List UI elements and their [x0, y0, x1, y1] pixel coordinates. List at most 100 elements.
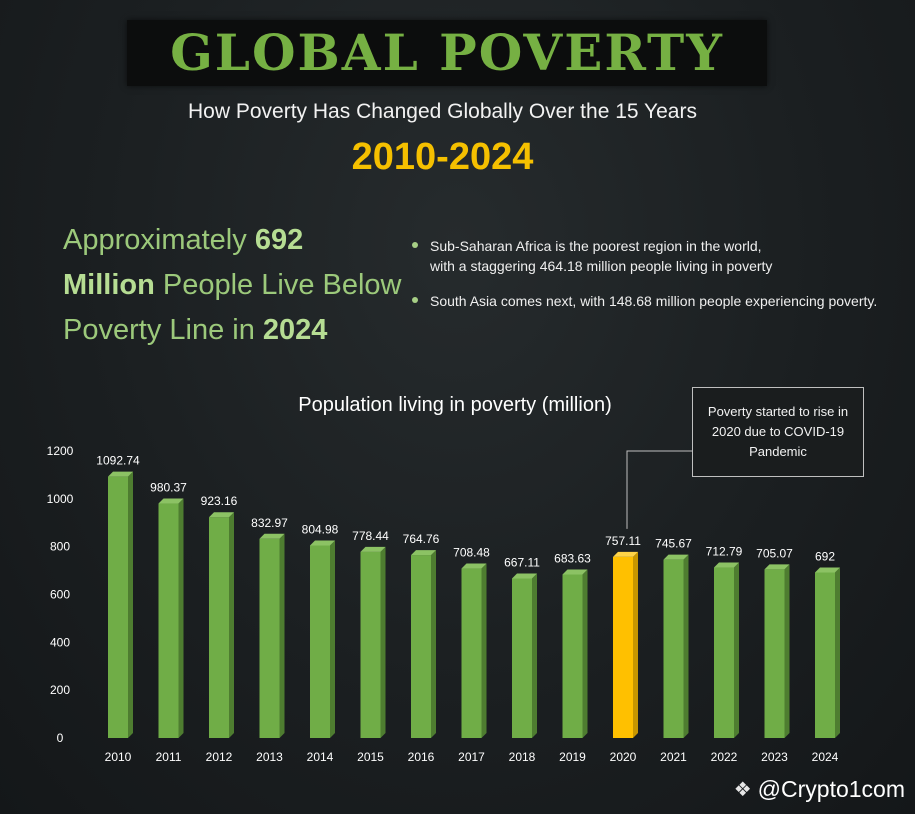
- data-label: 923.16: [201, 494, 238, 508]
- data-label: 745.67: [655, 537, 692, 551]
- y-tick-label: 1200: [47, 444, 74, 458]
- bar-top: [209, 512, 234, 518]
- x-tick-label: 2024: [812, 750, 839, 764]
- year-range: 2010-2024: [351, 136, 534, 178]
- headline-part2: Million: [63, 269, 155, 301]
- callout-leader-line: [626, 450, 692, 529]
- bar-top: [461, 563, 487, 569]
- bullet-dot-icon: [412, 242, 418, 248]
- data-label: 692: [815, 549, 835, 563]
- facts-list: Sub-Saharan Africa is the poorest region…: [408, 236, 888, 326]
- bar-side: [532, 573, 537, 738]
- data-label: 832.97: [251, 516, 288, 530]
- bar-2017: [461, 563, 487, 738]
- bar-2021: [663, 554, 689, 738]
- bar-front: [411, 555, 431, 738]
- bar-top: [360, 546, 386, 552]
- y-tick-label: 1000: [47, 492, 74, 506]
- bar-2024: [815, 567, 840, 738]
- bar-side: [734, 562, 739, 738]
- bar-side: [178, 498, 184, 738]
- headline-number: 692: [254, 224, 304, 256]
- bar-2011: [158, 498, 184, 738]
- x-tick-label: 2013: [256, 750, 283, 764]
- bar-top: [714, 562, 739, 568]
- data-label: 705.07: [756, 546, 793, 560]
- bar-2015: [360, 546, 386, 738]
- bar-side: [582, 569, 588, 738]
- y-tick-label: 600: [50, 588, 70, 602]
- x-tick-label: 2014: [307, 750, 334, 764]
- headline-part3: People Live Below Poverty Line in: [63, 269, 402, 346]
- bar-front: [259, 538, 280, 738]
- watermark-text: @Crypto1com: [757, 776, 905, 802]
- bar-2023: [764, 564, 790, 738]
- watermark: ❖ @Crypto1com: [734, 776, 905, 803]
- bar-side: [128, 471, 133, 738]
- bar-front: [461, 568, 482, 738]
- bar-front: [764, 569, 785, 738]
- x-tick-label: 2016: [408, 750, 435, 764]
- x-tick-label: 2012: [206, 750, 233, 764]
- bar-front: [310, 545, 330, 738]
- bar-top: [663, 554, 689, 560]
- data-label: 708.48: [453, 546, 490, 560]
- bar-side: [279, 533, 285, 738]
- x-tick-label: 2010: [105, 750, 132, 764]
- bar-top: [411, 550, 436, 556]
- bar-side: [431, 550, 436, 738]
- bar-2018: [512, 573, 537, 738]
- data-label: 683.63: [554, 551, 591, 565]
- bar-2016: [411, 550, 436, 738]
- bar-side: [481, 563, 487, 738]
- headline-part1: Approximately: [63, 224, 255, 256]
- x-tick-label: 2023: [761, 750, 788, 764]
- headline-statement: Approximately 692 Million People Live Be…: [63, 218, 403, 353]
- x-tick-label: 2019: [559, 750, 586, 764]
- bar-2013: [259, 533, 285, 738]
- bar-top: [613, 551, 638, 557]
- diamond-logo-icon: ❖: [733, 779, 752, 801]
- x-tick-label: 2017: [458, 750, 485, 764]
- data-label: 667.11: [504, 555, 540, 569]
- bar-side: [229, 512, 234, 738]
- bar-side: [683, 554, 689, 738]
- bar-top: [562, 569, 588, 575]
- bar-top: [764, 564, 790, 570]
- y-tick-label: 400: [50, 635, 70, 649]
- fact-text: Sub-Saharan Africa is the poorest region…: [430, 238, 773, 274]
- bar-top: [512, 573, 537, 579]
- bar-front: [158, 503, 179, 738]
- x-tick-label: 2021: [660, 750, 687, 764]
- bar-side: [380, 546, 386, 738]
- bar-top: [310, 540, 335, 546]
- bar-2019: [562, 569, 588, 738]
- data-label: 980.37: [150, 481, 187, 495]
- data-label: 764.76: [403, 532, 440, 546]
- data-label: 804.98: [302, 522, 339, 536]
- bar-side: [330, 540, 335, 738]
- bar-top: [259, 533, 285, 539]
- bar-front: [108, 476, 128, 738]
- bar-front: [663, 559, 684, 738]
- page-subtitle: How Poverty Has Changed Globally Over th…: [188, 100, 697, 123]
- bar-top: [108, 471, 133, 477]
- data-label: 712.79: [706, 545, 743, 559]
- x-tick-label: 2020: [610, 750, 637, 764]
- bullet-dot-icon: [412, 297, 418, 303]
- page-title: GLOBAL POVERTY: [170, 23, 724, 82]
- fact-item: Sub-Saharan Africa is the poorest region…: [408, 236, 888, 276]
- bar-front: [714, 567, 734, 738]
- y-tick-label: 200: [50, 683, 70, 697]
- fact-item: South Asia comes next, with 148.68 milli…: [408, 291, 888, 311]
- bar-2020: [613, 551, 638, 738]
- bar-2014: [310, 540, 335, 738]
- headline-year: 2024: [262, 314, 328, 346]
- chart-title: Population living in poverty (million): [298, 394, 612, 416]
- x-tick-label: 2011: [156, 750, 182, 764]
- bar-front: [209, 517, 229, 738]
- x-tick-label: 2015: [357, 750, 384, 764]
- poverty-bar-chart: 0 200 400 600 800 1000 1200 1092.74 2010 980.37 20…: [47, 444, 840, 764]
- bar-front: [815, 572, 835, 738]
- bar-top: [158, 498, 184, 504]
